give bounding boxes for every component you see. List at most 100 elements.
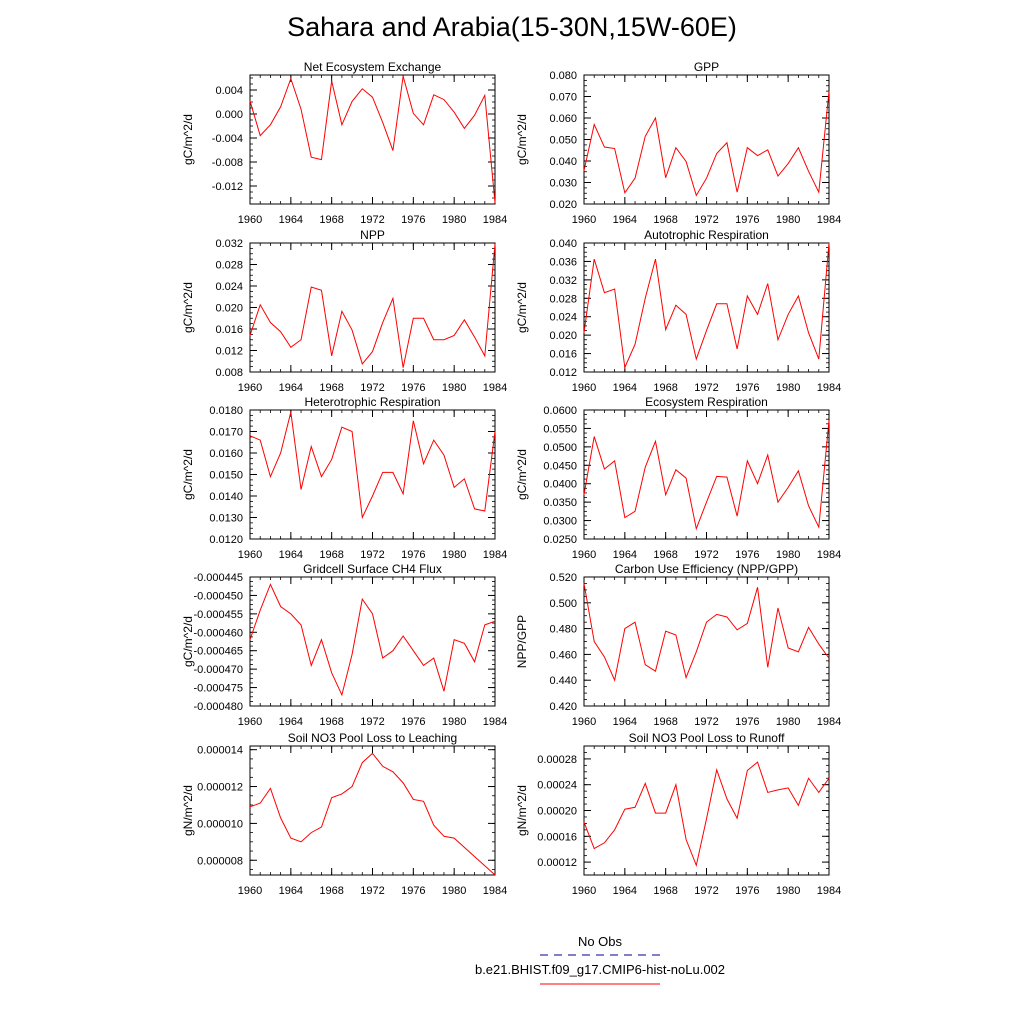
y-tick-label: 0.030 bbox=[549, 178, 577, 190]
x-tick-label: 1984 bbox=[817, 885, 841, 897]
x-tick-label: 1960 bbox=[572, 716, 596, 728]
panel-title: GPP bbox=[694, 60, 719, 74]
y-axis-label: gC/m^2/d bbox=[515, 282, 529, 333]
x-tick-label: 1976 bbox=[401, 885, 425, 897]
panel-9: Soil NO3 Pool Loss to Runoff gN/m^2/d 1960… bbox=[515, 731, 841, 897]
y-tick-label: 0.0120 bbox=[209, 534, 243, 546]
x-tick-label: 1968 bbox=[653, 214, 677, 226]
y-tick-label: 0.0130 bbox=[209, 513, 243, 525]
y-tick-label: 0.00028 bbox=[537, 754, 577, 766]
x-tick-label: 1976 bbox=[401, 382, 425, 394]
x-tick-label: 1968 bbox=[319, 214, 343, 226]
x-tick-label: 1972 bbox=[694, 716, 718, 728]
y-axis-label: gN/m^2/d bbox=[515, 785, 529, 836]
x-tick-label: 1968 bbox=[319, 549, 343, 561]
panel-2: NPP gC/m^2/d 1960 1964 1968 1972 1976 1980 1984 0… bbox=[181, 228, 507, 394]
x-tick-label: 1960 bbox=[238, 214, 262, 226]
x-tick-label: 1984 bbox=[483, 382, 507, 394]
x-tick-label: 1980 bbox=[442, 885, 466, 897]
y-tick-label: 0.020 bbox=[549, 199, 577, 211]
x-tick-label: 1960 bbox=[572, 549, 596, 561]
x-tick-label: 1984 bbox=[817, 716, 841, 728]
panels-svg: Net Ecosystem Exchange gC/m^2/d 1960 1964 19… bbox=[181, 60, 841, 897]
y-tick-label: 0.040 bbox=[549, 238, 577, 250]
x-tick-label: 1972 bbox=[694, 382, 718, 394]
y-tick-label: 0.0140 bbox=[209, 491, 243, 503]
y-tick-label: 0.000 bbox=[215, 109, 243, 121]
x-tick-label: 1976 bbox=[401, 214, 425, 226]
panel-title: Ecosystem Respiration bbox=[645, 395, 768, 409]
x-tick-label: 1968 bbox=[319, 885, 343, 897]
panel-1: GPP gC/m^2/d 1960 1964 1968 1972 1976 1980 1984 0… bbox=[515, 60, 841, 226]
x-tick-label: 1984 bbox=[483, 214, 507, 226]
x-tick-label: 1984 bbox=[483, 885, 507, 897]
x-tick-label: 1976 bbox=[735, 214, 759, 226]
x-tick-label: 1980 bbox=[442, 382, 466, 394]
x-tick-label: 1964 bbox=[279, 885, 303, 897]
y-tick-label: 0.000014 bbox=[197, 745, 243, 757]
panel-7: Carbon Use Efficiency (NPP/GPP) NPP/GPP 19… bbox=[515, 562, 841, 728]
series-line bbox=[583, 583, 830, 682]
y-tick-label: 0.0300 bbox=[543, 516, 577, 528]
y-tick-label: -0.012 bbox=[212, 181, 243, 193]
y-tick-label: 0.520 bbox=[549, 572, 577, 584]
y-tick-label: 0.050 bbox=[549, 135, 577, 147]
y-axis-label: gC/m^2/d bbox=[181, 449, 195, 500]
x-tick-label: 1964 bbox=[613, 214, 637, 226]
y-tick-label: 0.040 bbox=[549, 156, 577, 168]
y-tick-label: -0.000475 bbox=[193, 683, 243, 695]
plot-frame bbox=[583, 576, 830, 707]
y-tick-label: 0.004 bbox=[215, 85, 243, 97]
x-tick-label: 1968 bbox=[319, 716, 343, 728]
plot-frame bbox=[583, 409, 830, 540]
x-tick-label: 1968 bbox=[653, 885, 677, 897]
x-tick-label: 1972 bbox=[694, 214, 718, 226]
x-tick-label: 1972 bbox=[360, 214, 384, 226]
series-line bbox=[583, 420, 830, 531]
y-tick-label: 0.420 bbox=[549, 701, 577, 713]
y-tick-label: 0.024 bbox=[549, 312, 577, 324]
x-tick-label: 1976 bbox=[401, 716, 425, 728]
series-line bbox=[583, 242, 830, 370]
x-tick-label: 1972 bbox=[694, 885, 718, 897]
y-tick-label: 0.020 bbox=[549, 330, 577, 342]
y-tick-label: 0.070 bbox=[549, 92, 577, 104]
x-tick-label: 1972 bbox=[360, 382, 384, 394]
y-tick-label: 0.460 bbox=[549, 649, 577, 661]
y-tick-label: 0.0180 bbox=[209, 405, 243, 417]
y-axis-label: gC/m^2/d bbox=[515, 114, 529, 165]
y-tick-label: -0.000460 bbox=[193, 627, 243, 639]
y-tick-label: 0.0450 bbox=[543, 460, 577, 472]
y-tick-label: -0.000445 bbox=[193, 572, 243, 584]
x-tick-label: 1972 bbox=[360, 549, 384, 561]
x-tick-label: 1960 bbox=[572, 885, 596, 897]
x-tick-label: 1980 bbox=[442, 549, 466, 561]
x-tick-label: 1960 bbox=[238, 885, 262, 897]
series-line bbox=[249, 412, 496, 520]
panel-4: Heterotrophic Respiration gC/m^2/d 1960 196… bbox=[181, 395, 507, 561]
y-tick-label: 0.012 bbox=[215, 346, 243, 358]
legend-obs-label: No Obs bbox=[578, 934, 623, 949]
x-tick-label: 1964 bbox=[279, 549, 303, 561]
y-tick-label: 0.028 bbox=[215, 260, 243, 272]
x-tick-label: 1972 bbox=[360, 716, 384, 728]
x-tick-label: 1968 bbox=[653, 549, 677, 561]
x-tick-label: 1980 bbox=[776, 214, 800, 226]
series-line bbox=[249, 76, 496, 203]
y-axis-label: gC/m^2/d bbox=[181, 282, 195, 333]
y-tick-label: 0.036 bbox=[549, 256, 577, 268]
y-tick-label: 0.000010 bbox=[197, 818, 243, 830]
x-tick-label: 1972 bbox=[694, 549, 718, 561]
panel-5: Ecosystem Respiration gC/m^2/d 1960 1964 196… bbox=[515, 395, 841, 561]
y-tick-label: 0.00020 bbox=[537, 806, 577, 818]
x-tick-label: 1960 bbox=[238, 549, 262, 561]
y-tick-label: 0.0170 bbox=[209, 427, 243, 439]
series-line bbox=[583, 91, 830, 197]
y-tick-label: 0.00024 bbox=[537, 780, 577, 792]
y-axis-label: gC/m^2/d bbox=[181, 616, 195, 667]
x-tick-label: 1980 bbox=[776, 716, 800, 728]
y-tick-label: 0.440 bbox=[549, 675, 577, 687]
x-tick-label: 1964 bbox=[279, 382, 303, 394]
x-tick-label: 1980 bbox=[776, 382, 800, 394]
